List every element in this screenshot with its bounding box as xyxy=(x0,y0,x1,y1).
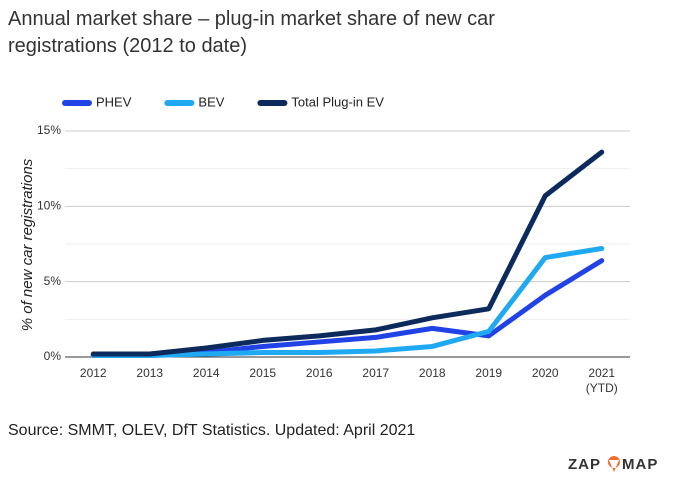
series-line xyxy=(90,149,605,357)
y-tick-label: 15% xyxy=(37,123,61,137)
x-tick-label: 2015 xyxy=(249,366,277,380)
legend-label: BEV xyxy=(198,94,224,109)
logo-right: MAP xyxy=(622,456,658,473)
x-tick-label: 2013 xyxy=(136,366,164,380)
y-tick-label: 10% xyxy=(37,199,61,213)
x-tick-label: 2020 xyxy=(531,366,559,380)
legend-label: Total Plug-in EV xyxy=(291,94,384,109)
x-tick-label: 2014 xyxy=(192,366,220,380)
source-note: Source: SMMT, OLEV, DfT Statistics. Upda… xyxy=(8,422,416,439)
series-line xyxy=(90,246,605,358)
x-tick-label: 2018 xyxy=(418,366,446,380)
chart-title: Annual market share – plug-in market sha… xyxy=(8,8,495,57)
x-tick-label: 2016 xyxy=(305,366,333,380)
legend-label: PHEV xyxy=(96,94,132,109)
x-tick-label: 2019 xyxy=(475,366,503,380)
y-tick-label: 5% xyxy=(44,274,62,288)
series-line xyxy=(90,258,605,358)
y-tick-label: 0% xyxy=(44,349,62,363)
x-tick-label: 2021 (YTD) xyxy=(585,366,618,395)
x-tick-label: 2012 xyxy=(79,366,107,380)
logo-left: ZAP xyxy=(568,456,601,473)
logo: ZAP MAP xyxy=(568,456,658,473)
logo-icon xyxy=(607,456,620,472)
x-tick-label: 2017 xyxy=(362,366,390,380)
y-axis-label: % of new car registrations xyxy=(19,158,36,331)
